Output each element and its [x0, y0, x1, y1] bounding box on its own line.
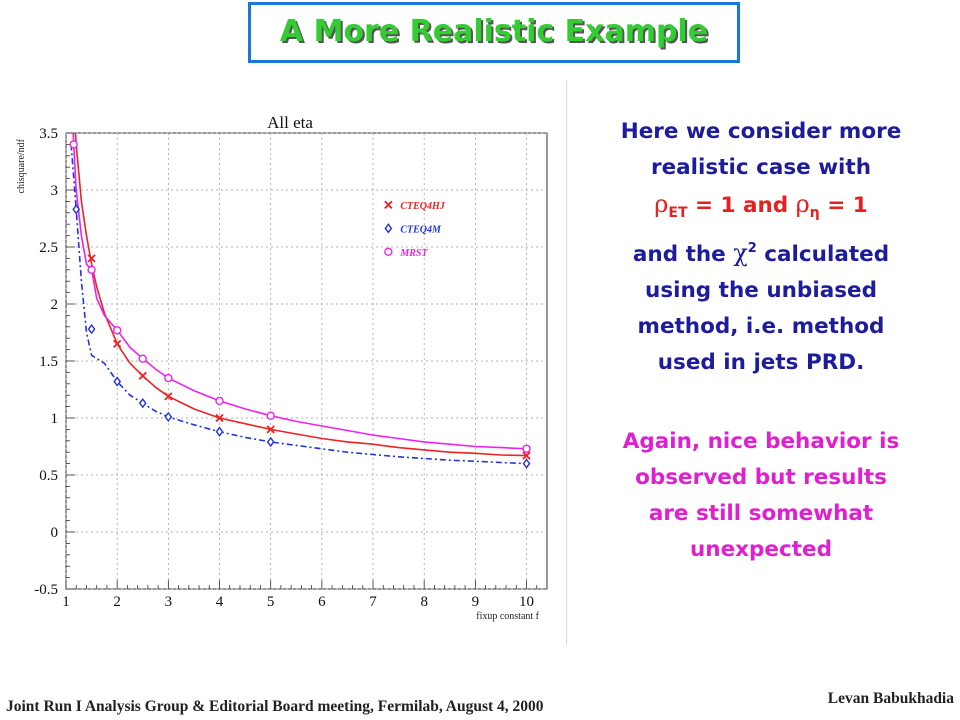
point-cteq4hj [215, 413, 224, 423]
x-axis-label: fixup constant f [476, 611, 539, 622]
series-line-mrst [72, 133, 527, 450]
legend-label-cteq4m: CTEQ4M [400, 224, 442, 235]
conclusion-line-3: are still somewhat [648, 501, 874, 526]
point-mrst [215, 396, 224, 406]
desc-line-5: using the unbiased [645, 278, 877, 303]
series-markers [69, 124, 531, 469]
y-tick-label: -0.5 [34, 582, 58, 598]
description-paragraph: Here we consider more realistic case wit… [578, 114, 944, 381]
point-cteq4hj [73, 124, 80, 131]
conclusion-line-1: Again, nice behavior is [622, 429, 900, 454]
rho-eta-symbol: ρ [795, 190, 810, 218]
chart: -0.5 0 0.5 1 1.5 2 2.5 3 3.5 1 2 3 4 5 6 7 8 9 10 All eta fi… [16, 113, 548, 622]
rho-eta-equation: = 1 [819, 193, 868, 218]
point-cteq4hj-a [73, 124, 80, 131]
point-cteq4m [87, 323, 96, 335]
x-tick-label: 3 [165, 594, 173, 610]
point-cteq4m [138, 398, 147, 409]
x-tick-label: 10 [519, 594, 534, 610]
point-mrst [87, 265, 96, 275]
point-cteq4hj [113, 339, 122, 349]
desc-line-chi: and the χ2 calculated [578, 231, 944, 273]
desc-line-7: used in jets PRD. [657, 350, 865, 375]
chi-line-suffix: calculated [756, 242, 890, 267]
point-cteq4m [266, 436, 275, 448]
point-mrst [522, 444, 531, 453]
rho-symbol: ρ [654, 190, 669, 218]
title-box: A More Realistic Example [248, 2, 740, 63]
point-cteq4hj [138, 371, 147, 380]
point-cteq4hj-b [113, 339, 122, 349]
x-tick-label: 2 [113, 594, 121, 610]
chi-line-prefix: and the [632, 242, 734, 267]
point-cteq4hj-b [87, 254, 96, 263]
x-tick-label: 4 [216, 594, 224, 610]
x-tick-label: 6 [318, 594, 326, 610]
x-tick-label: 7 [369, 594, 377, 610]
point-cteq4hj [266, 425, 275, 434]
x-tick-label: 8 [420, 594, 428, 610]
x-tick-label: 1 [62, 594, 70, 610]
y-tick-label: 1 [51, 411, 59, 427]
rho-et-subscript: ET [668, 205, 688, 221]
y-tick-label: 2.5 [39, 240, 58, 256]
legend-marker-cteq4hj-b [384, 200, 393, 209]
point-mrst [164, 373, 173, 383]
point-cteq4m [113, 376, 122, 387]
legend-marker-mrst [384, 247, 393, 257]
point-mrst [112, 326, 122, 335]
footer-meeting: Joint Run I Analysis Group & Editorial B… [6, 698, 544, 715]
point-cteq4hj-b [73, 124, 80, 131]
y-tick-label: 3 [51, 183, 59, 199]
rho-eta-subscript: η [809, 205, 820, 221]
x-tick-label: 5 [267, 594, 275, 610]
chi-symbol: χ [733, 239, 748, 267]
y-tick-label: 0 [51, 525, 59, 541]
y-axis-label: chisquare/ndf [16, 138, 27, 193]
x-tick-label: 9 [472, 594, 480, 610]
point-mrst [266, 411, 275, 420]
point-cteq4m [72, 204, 81, 215]
point-cteq4m [522, 458, 531, 469]
point-cteq4hj-b [138, 371, 147, 380]
point-cteq4hj-b [215, 413, 224, 423]
legend: CTEQ4HJ CTEQ4M MRST [384, 200, 446, 259]
legend-label-mrst: MRST [399, 248, 428, 259]
y-tick-label: 1.5 [39, 354, 58, 370]
point-cteq4hj [522, 451, 531, 460]
point-cteq4m [215, 426, 224, 437]
point-mrst [138, 354, 147, 363]
point-cteq4hj [87, 254, 96, 263]
point-cteq4m [164, 411, 173, 423]
desc-line-2: realistic case with [650, 155, 872, 180]
point-cteq4hj-b [266, 425, 275, 434]
vertical-divider [566, 80, 567, 645]
y-tick-label: 2 [51, 297, 59, 313]
desc-line-rho: ρET = 1 and ρη = 1 [578, 186, 944, 231]
y-tick-label: 0.5 [39, 468, 58, 484]
y-tick-label: 3.5 [39, 126, 58, 142]
conclusion-line-2: observed but results [635, 465, 887, 490]
legend-marker-cteq4m [384, 223, 393, 234]
series-line-cteq4hj [74, 133, 527, 457]
chart-title: All eta [267, 113, 313, 132]
footer-author: Levan Babukhadia [827, 690, 954, 707]
slide-title: A More Realistic Example [279, 14, 709, 49]
desc-line-1: Here we consider more [620, 119, 902, 144]
legend-marker-cteq4hj [384, 200, 393, 209]
chi-superscript: 2 [747, 241, 757, 256]
point-cteq4hj [164, 392, 173, 401]
legend-label-cteq4hj: CTEQ4HJ [400, 201, 445, 212]
conclusion-line-4: unexpected [689, 537, 833, 562]
point-cteq4hj-b [164, 392, 173, 401]
point-cteq4hj-b [522, 451, 531, 460]
point-mrst [69, 140, 78, 149]
desc-line-6: method, i.e. method [637, 314, 885, 339]
rho-et-equation: = 1 and [687, 193, 796, 218]
conclusion-paragraph: Again, nice behavior is observed but res… [578, 424, 944, 568]
